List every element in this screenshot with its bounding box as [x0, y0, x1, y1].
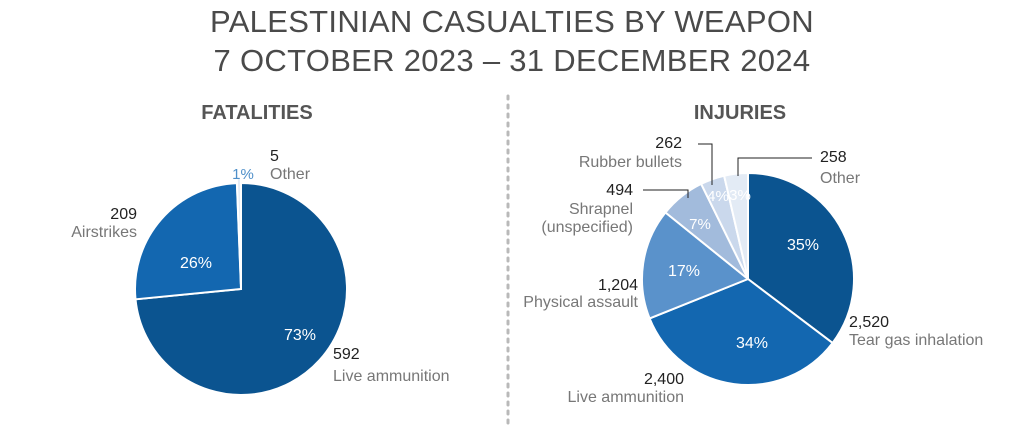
- injuries-pie: INJURIES 35% 34% 17% 7% 4% 3% 258 Other …: [523, 102, 983, 406]
- fatalities-title: FATALITIES: [201, 102, 312, 124]
- injuries-slice-tear-gas-inhalation: [747, 171, 855, 345]
- fatalities-label-other: Other: [270, 166, 311, 183]
- injuries-value-other: 258: [820, 149, 847, 166]
- injuries-value-rubber-bullets: 262: [655, 135, 682, 152]
- leader-line-shrapnel: [643, 189, 689, 198]
- injuries-pct-other: 3%: [729, 187, 751, 204]
- injuries-slice-physical-assault: [641, 211, 750, 320]
- injuries-slice-live-ammunition: [648, 277, 834, 386]
- fatalities-value-airstrikes: 209: [110, 206, 137, 223]
- fatalities-value-live-ammunition: 592: [333, 346, 360, 363]
- fatalities-slice-airstrikes: [134, 182, 243, 301]
- injuries-slices: [641, 171, 855, 386]
- injuries-pct-physical-assault: 17%: [668, 263, 700, 280]
- injuries-title: INJURIES: [694, 102, 786, 124]
- injuries-pct-rubber-bullets: 4%: [707, 188, 729, 205]
- leader-line-other: [737, 157, 812, 176]
- injuries-label-other: Other: [820, 170, 861, 187]
- fatalities-pie: FATALITIES 73% 26% 1% 5 Other 209 Airstr…: [71, 102, 450, 396]
- injuries-value-tear-gas: 2,520: [849, 314, 889, 331]
- injuries-label-rubber-bullets: Rubber bullets: [579, 154, 682, 171]
- injuries-label-physical-assault: Physical assault: [523, 294, 638, 311]
- fatalities-pct-other: 1%: [232, 166, 254, 183]
- injuries-value-physical-assault: 1,204: [598, 277, 638, 294]
- fatalities-pct-airstrikes: 26%: [180, 255, 212, 272]
- leader-line-rubber-bullets: [698, 143, 713, 185]
- fatalities-label-airstrikes: Airstrikes: [71, 224, 137, 241]
- fatalities-slices: [134, 177, 348, 396]
- injuries-label-tear-gas: Tear gas inhalation: [849, 332, 983, 349]
- injuries-label-shrapnel-line2: (unspecified): [541, 219, 633, 236]
- injuries-label-shrapnel-line1: Shrapnel: [569, 201, 633, 218]
- injuries-pct-tear-gas: 35%: [787, 237, 819, 254]
- chart-title-line2: 7 OCTOBER 2023 – 31 DECEMBER 2024: [213, 43, 811, 78]
- fatalities-slice-other: [235, 177, 242, 285]
- injuries-value-shrapnel: 494: [606, 182, 633, 199]
- chart-title-line1: PALESTINIAN CASUALTIES BY WEAPON: [210, 4, 814, 39]
- injuries-pct-shrapnel: 7%: [689, 216, 711, 233]
- fatalities-pct-live-ammunition: 73%: [284, 327, 316, 344]
- fatalities-label-live-ammunition: Live ammunition: [333, 368, 450, 385]
- fatalities-value-other: 5: [270, 148, 279, 165]
- injuries-value-live-ammunition: 2,400: [644, 371, 684, 388]
- injuries-slice-other: [722, 171, 749, 280]
- injuries-label-live-ammunition: Live ammunition: [568, 389, 685, 406]
- injuries-pct-live-ammunition: 34%: [736, 335, 768, 352]
